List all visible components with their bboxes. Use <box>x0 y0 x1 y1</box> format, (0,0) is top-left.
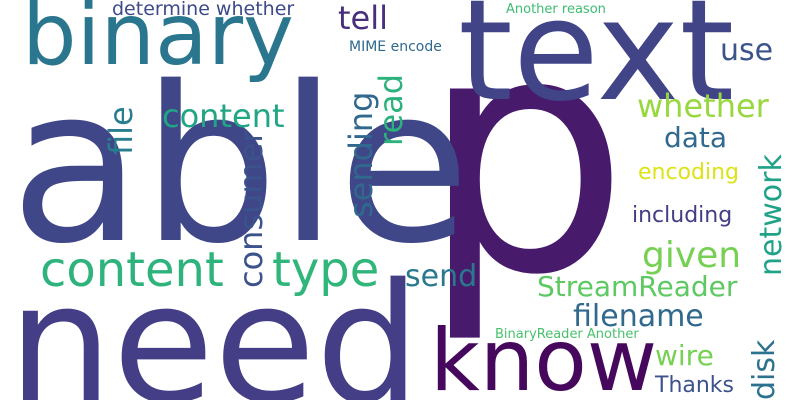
word-wire: wire <box>655 339 714 372</box>
word-p: p <box>420 0 630 347</box>
word-data: data <box>664 121 728 154</box>
word-use: use <box>720 33 774 68</box>
word-thanks: Thanks <box>655 373 735 398</box>
word-know: know <box>430 311 658 400</box>
word-read: read <box>372 73 410 146</box>
word-tell: tell <box>338 0 389 37</box>
word-filename: filename <box>573 299 704 334</box>
word-content-large: content <box>40 242 224 298</box>
word-disk: disk <box>747 339 782 400</box>
word-text: text <box>458 0 735 133</box>
word-including: including <box>632 203 733 228</box>
word-whether: whether <box>637 87 769 125</box>
word-binary: binary <box>22 0 294 85</box>
word-file: file <box>102 106 140 155</box>
word-encoding: encoding <box>638 160 740 185</box>
word-need: need <box>8 248 421 400</box>
word-consumer: consumer <box>232 129 270 288</box>
word-another-reason: Another reason <box>506 2 606 17</box>
word-able: able <box>10 40 471 291</box>
word-type: type <box>272 242 380 298</box>
word-content-small: content <box>162 97 285 135</box>
word-binaryreader-another: BinaryReader Another <box>495 327 639 342</box>
word-given: given <box>642 235 742 276</box>
word-mime-encode: MIME encode <box>349 39 442 55</box>
word-network: network <box>754 154 789 276</box>
word-determine-whether: determine whether <box>112 0 295 20</box>
word-streamreader: StreamReader <box>537 270 738 303</box>
word-send: send <box>405 259 478 294</box>
